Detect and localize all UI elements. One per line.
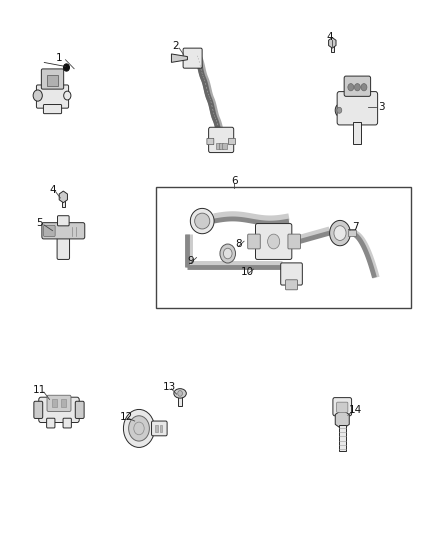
Ellipse shape — [335, 104, 343, 116]
FancyBboxPatch shape — [36, 85, 69, 108]
FancyBboxPatch shape — [286, 280, 297, 290]
Bar — [339, 425, 346, 451]
Circle shape — [354, 84, 360, 91]
Bar — [178, 392, 182, 406]
FancyBboxPatch shape — [57, 234, 70, 260]
FancyBboxPatch shape — [337, 402, 348, 413]
Bar — [353, 122, 361, 144]
Circle shape — [337, 107, 342, 114]
Circle shape — [330, 221, 350, 246]
Text: 6: 6 — [231, 175, 237, 185]
Text: 4: 4 — [326, 32, 332, 42]
Circle shape — [129, 416, 149, 441]
Circle shape — [223, 248, 232, 259]
Ellipse shape — [191, 208, 214, 233]
FancyBboxPatch shape — [39, 397, 79, 423]
FancyBboxPatch shape — [207, 139, 214, 144]
Text: 12: 12 — [120, 412, 133, 422]
FancyBboxPatch shape — [41, 69, 64, 89]
Circle shape — [361, 84, 367, 91]
FancyBboxPatch shape — [75, 401, 84, 418]
FancyBboxPatch shape — [281, 263, 302, 285]
Ellipse shape — [174, 389, 186, 398]
Text: 3: 3 — [378, 102, 385, 112]
Circle shape — [268, 234, 280, 249]
FancyBboxPatch shape — [183, 48, 202, 68]
FancyBboxPatch shape — [337, 92, 378, 125]
FancyBboxPatch shape — [34, 401, 43, 418]
Ellipse shape — [194, 213, 210, 229]
Polygon shape — [171, 54, 187, 62]
Circle shape — [348, 84, 354, 91]
Bar — [156, 188, 411, 308]
Bar — [160, 425, 162, 432]
Text: 13: 13 — [162, 382, 176, 392]
Text: 7: 7 — [352, 222, 359, 232]
Bar — [348, 230, 356, 236]
Text: 11: 11 — [33, 385, 46, 395]
Circle shape — [334, 225, 346, 240]
Text: 1: 1 — [56, 53, 62, 63]
FancyBboxPatch shape — [255, 223, 292, 260]
FancyBboxPatch shape — [248, 234, 260, 249]
Text: 5: 5 — [36, 218, 43, 228]
FancyBboxPatch shape — [43, 104, 62, 114]
Bar — [47, 75, 58, 85]
Polygon shape — [59, 191, 67, 203]
FancyBboxPatch shape — [344, 76, 371, 96]
Text: 4: 4 — [49, 185, 56, 195]
Text: 9: 9 — [187, 256, 194, 266]
Circle shape — [220, 244, 236, 263]
Circle shape — [64, 91, 71, 100]
Text: 8: 8 — [235, 239, 242, 249]
FancyBboxPatch shape — [229, 139, 236, 144]
FancyBboxPatch shape — [42, 223, 85, 239]
Circle shape — [33, 90, 42, 101]
Bar — [223, 143, 227, 149]
Text: 10: 10 — [240, 267, 254, 277]
Circle shape — [124, 409, 155, 447]
FancyBboxPatch shape — [47, 395, 71, 411]
Polygon shape — [328, 38, 336, 48]
FancyBboxPatch shape — [46, 418, 55, 428]
Circle shape — [134, 422, 144, 435]
FancyBboxPatch shape — [208, 127, 234, 152]
Bar — [52, 399, 57, 407]
FancyBboxPatch shape — [43, 225, 55, 237]
FancyBboxPatch shape — [57, 216, 69, 226]
Bar — [155, 425, 158, 432]
Text: 2: 2 — [173, 41, 179, 51]
FancyBboxPatch shape — [152, 421, 167, 436]
Bar — [331, 43, 334, 52]
FancyBboxPatch shape — [63, 418, 71, 428]
Polygon shape — [335, 409, 349, 429]
FancyBboxPatch shape — [288, 234, 300, 249]
Bar — [215, 143, 220, 149]
Bar — [62, 196, 65, 207]
Circle shape — [64, 64, 70, 71]
Text: 14: 14 — [349, 405, 362, 415]
Circle shape — [178, 391, 182, 396]
FancyBboxPatch shape — [333, 398, 352, 416]
Bar — [61, 399, 66, 407]
Bar — [219, 143, 223, 149]
